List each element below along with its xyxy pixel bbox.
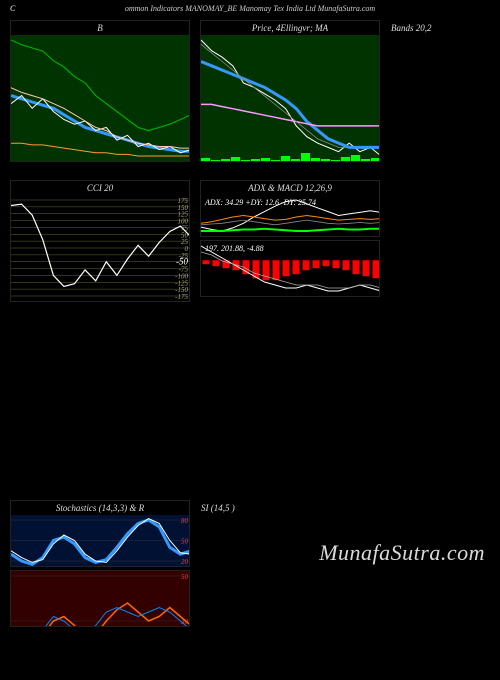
panel-adx-title: ADX & MACD 12,26,9 xyxy=(201,181,379,195)
panel-bb-chart xyxy=(11,35,189,161)
panel-price-title-right: Bands 20,2 xyxy=(391,21,500,35)
panel-stoch: Stochastics (14,3,3) & RSI (14,5 )805020 xyxy=(10,500,190,567)
panel-rsi: 5030 xyxy=(10,570,190,627)
panel-stoch-chart: 80 50 20 xyxy=(11,515,189,566)
panel-bb: B xyxy=(10,20,190,162)
panel-adx: ADX & MACD 12,26,9 ADX: 34.29 +DY: 12.6 -… xyxy=(200,180,380,237)
panel-macd-subtitle: 197. 201.88, -4.88 xyxy=(205,244,264,253)
panel-price-chart xyxy=(201,35,379,161)
panel-adx-chart: ADX: 34.29 +DY: 12.6 -DY: 25.74 xyxy=(201,195,379,236)
panel-adx-subtitle: ADX: 34.29 +DY: 12.6 -DY: 25.74 xyxy=(204,198,316,207)
panel-rsi-chart: 5030 xyxy=(11,571,189,626)
watermark: MunafaSutra.com xyxy=(319,540,485,566)
header-left: C xyxy=(10,4,15,13)
panel-macd-chart: 197. 201.88, -4.88 xyxy=(201,241,379,296)
panel-stoch-title: Stochastics (14,3,3) & R xyxy=(11,501,189,515)
header-title: ommon Indicators MANOMAY_BE Manomay Tex … xyxy=(125,4,375,13)
panel-macd: 197. 201.88, -4.88 xyxy=(200,240,380,297)
panel-cci: CCI 201751501251007550250-25-50-75-100-1… xyxy=(10,180,190,302)
panel-bb-title: B xyxy=(11,21,189,35)
grid-label: 20 xyxy=(181,558,189,566)
panel-price-title: Price, 4Ellingvr; MA xyxy=(201,21,379,35)
grid-label: 50 xyxy=(181,538,189,546)
panel-cci-chart: 1751501251007550250-25-50-75-100-125-150… xyxy=(11,195,189,301)
panel-cci-title: CCI 20 xyxy=(11,181,189,195)
grid-label: 50 xyxy=(181,573,189,581)
panel-price: Price, 4Ellingvr; MABands 20,2 xyxy=(200,20,380,162)
grid-label: 80 xyxy=(181,517,189,525)
panel-stoch-title-right: SI (14,5 ) xyxy=(201,501,401,515)
grid-label: -175 xyxy=(175,293,188,301)
